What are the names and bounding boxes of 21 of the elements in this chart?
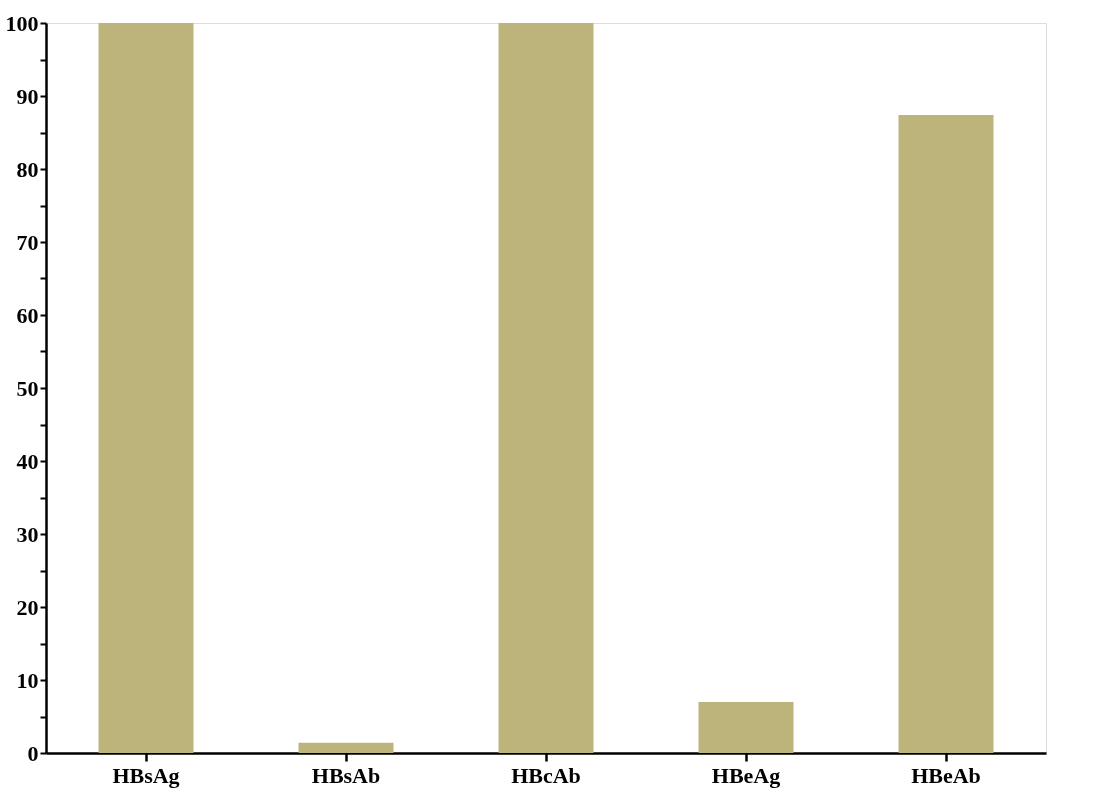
bar — [498, 23, 594, 753]
y-tick-label: 40 — [16, 448, 39, 474]
x-tick-label: HBsAg — [112, 762, 180, 788]
y-tick-label: 100 — [5, 10, 39, 36]
y-tick-label: 10 — [16, 667, 39, 693]
bar — [98, 23, 194, 753]
y-tick-label: 20 — [16, 594, 39, 620]
y-tick-label: 70 — [16, 229, 39, 255]
y-tick-label: 50 — [16, 375, 39, 401]
x-tick-label: HBeAg — [711, 762, 781, 788]
bar — [698, 701, 794, 753]
x-tick-label: HBsAb — [311, 762, 381, 788]
y-tick-label: 80 — [16, 156, 39, 182]
bar — [898, 114, 994, 753]
y-tick-label: 90 — [16, 83, 39, 109]
y-tick-label: 0 — [27, 740, 39, 766]
y-tick-label: 60 — [16, 302, 39, 328]
bar — [298, 742, 394, 753]
y-tick-label: 30 — [16, 521, 39, 547]
x-tick-label: HBcAb — [511, 762, 581, 788]
x-tick-label: HBeAb — [911, 762, 981, 788]
